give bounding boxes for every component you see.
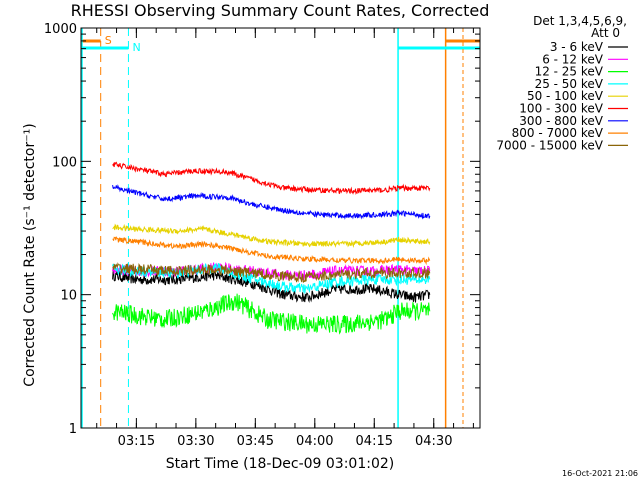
legend-label-3-6-kev: 3 - 6 keV: [550, 40, 604, 54]
legend-label-800-7000-kev: 800 - 7000 keV: [512, 126, 604, 140]
legend-header-attenuator: Att 0: [591, 26, 620, 40]
legend-label-100-300-kev: 100 - 300 keV: [519, 102, 603, 116]
marker-s-label: S: [105, 34, 112, 47]
legend-label-25-50-kev: 25 - 50 keV: [535, 77, 604, 91]
series-layer: [112, 161, 431, 335]
series-line-7000-15000-kev: [112, 262, 431, 284]
legend-label-50-100-kev: 50 - 100 keV: [527, 89, 604, 103]
legend-header-detectors: Det 1,3,4,5,6,9,: [533, 14, 627, 28]
x-tick-label: 03:15: [118, 434, 155, 449]
series-line-300-800-kev: [112, 184, 431, 220]
series-line-100-300-kev: [112, 161, 431, 195]
y-axis-label: Corrected Count Rate (s⁻¹ detector⁻¹): [22, 123, 38, 386]
legend-label-6-12-kev: 6 - 12 keV: [542, 52, 604, 66]
x-tick-label: 04:00: [296, 434, 333, 449]
series-line-3-6-kev: [112, 269, 431, 304]
x-axis-label: Start Time (18-Dec-09 03:01:02): [166, 456, 394, 472]
legend-label-300-800-kev: 300 - 800 keV: [519, 114, 603, 128]
plot-frame: [80, 27, 481, 429]
legend-label-7000-15000-kev: 7000 - 15000 keV: [496, 138, 603, 152]
x-tick-label: 04:30: [415, 434, 452, 449]
x-tick-label: 04:15: [356, 434, 393, 449]
x-tick-label: 03:30: [177, 434, 214, 449]
y-tick-label: 10: [60, 289, 77, 304]
y-tick-label: 1: [69, 422, 77, 437]
series-line-50-100-kev: [112, 223, 431, 248]
attenuator-markers: SN: [81, 28, 480, 428]
series-line-800-7000-kev: [112, 236, 431, 266]
chart-title: RHESSI Observing Summary Count Rates, Co…: [71, 1, 490, 20]
timestamp: 16-Oct-2021 21:06: [562, 469, 638, 478]
y-tick-label: 100: [52, 155, 77, 170]
axes: 1 10 100 1000 03:15 03:30 03:45 04:00 04:15 04:30: [44, 22, 481, 449]
y-tick-label: 1000: [44, 22, 77, 37]
series-line-12-25-kev: [112, 293, 431, 335]
x-tick-label: 03:45: [237, 434, 274, 449]
marker-n-label: N: [132, 41, 140, 54]
legend-label-12-25-kev: 12 - 25 keV: [535, 65, 604, 79]
